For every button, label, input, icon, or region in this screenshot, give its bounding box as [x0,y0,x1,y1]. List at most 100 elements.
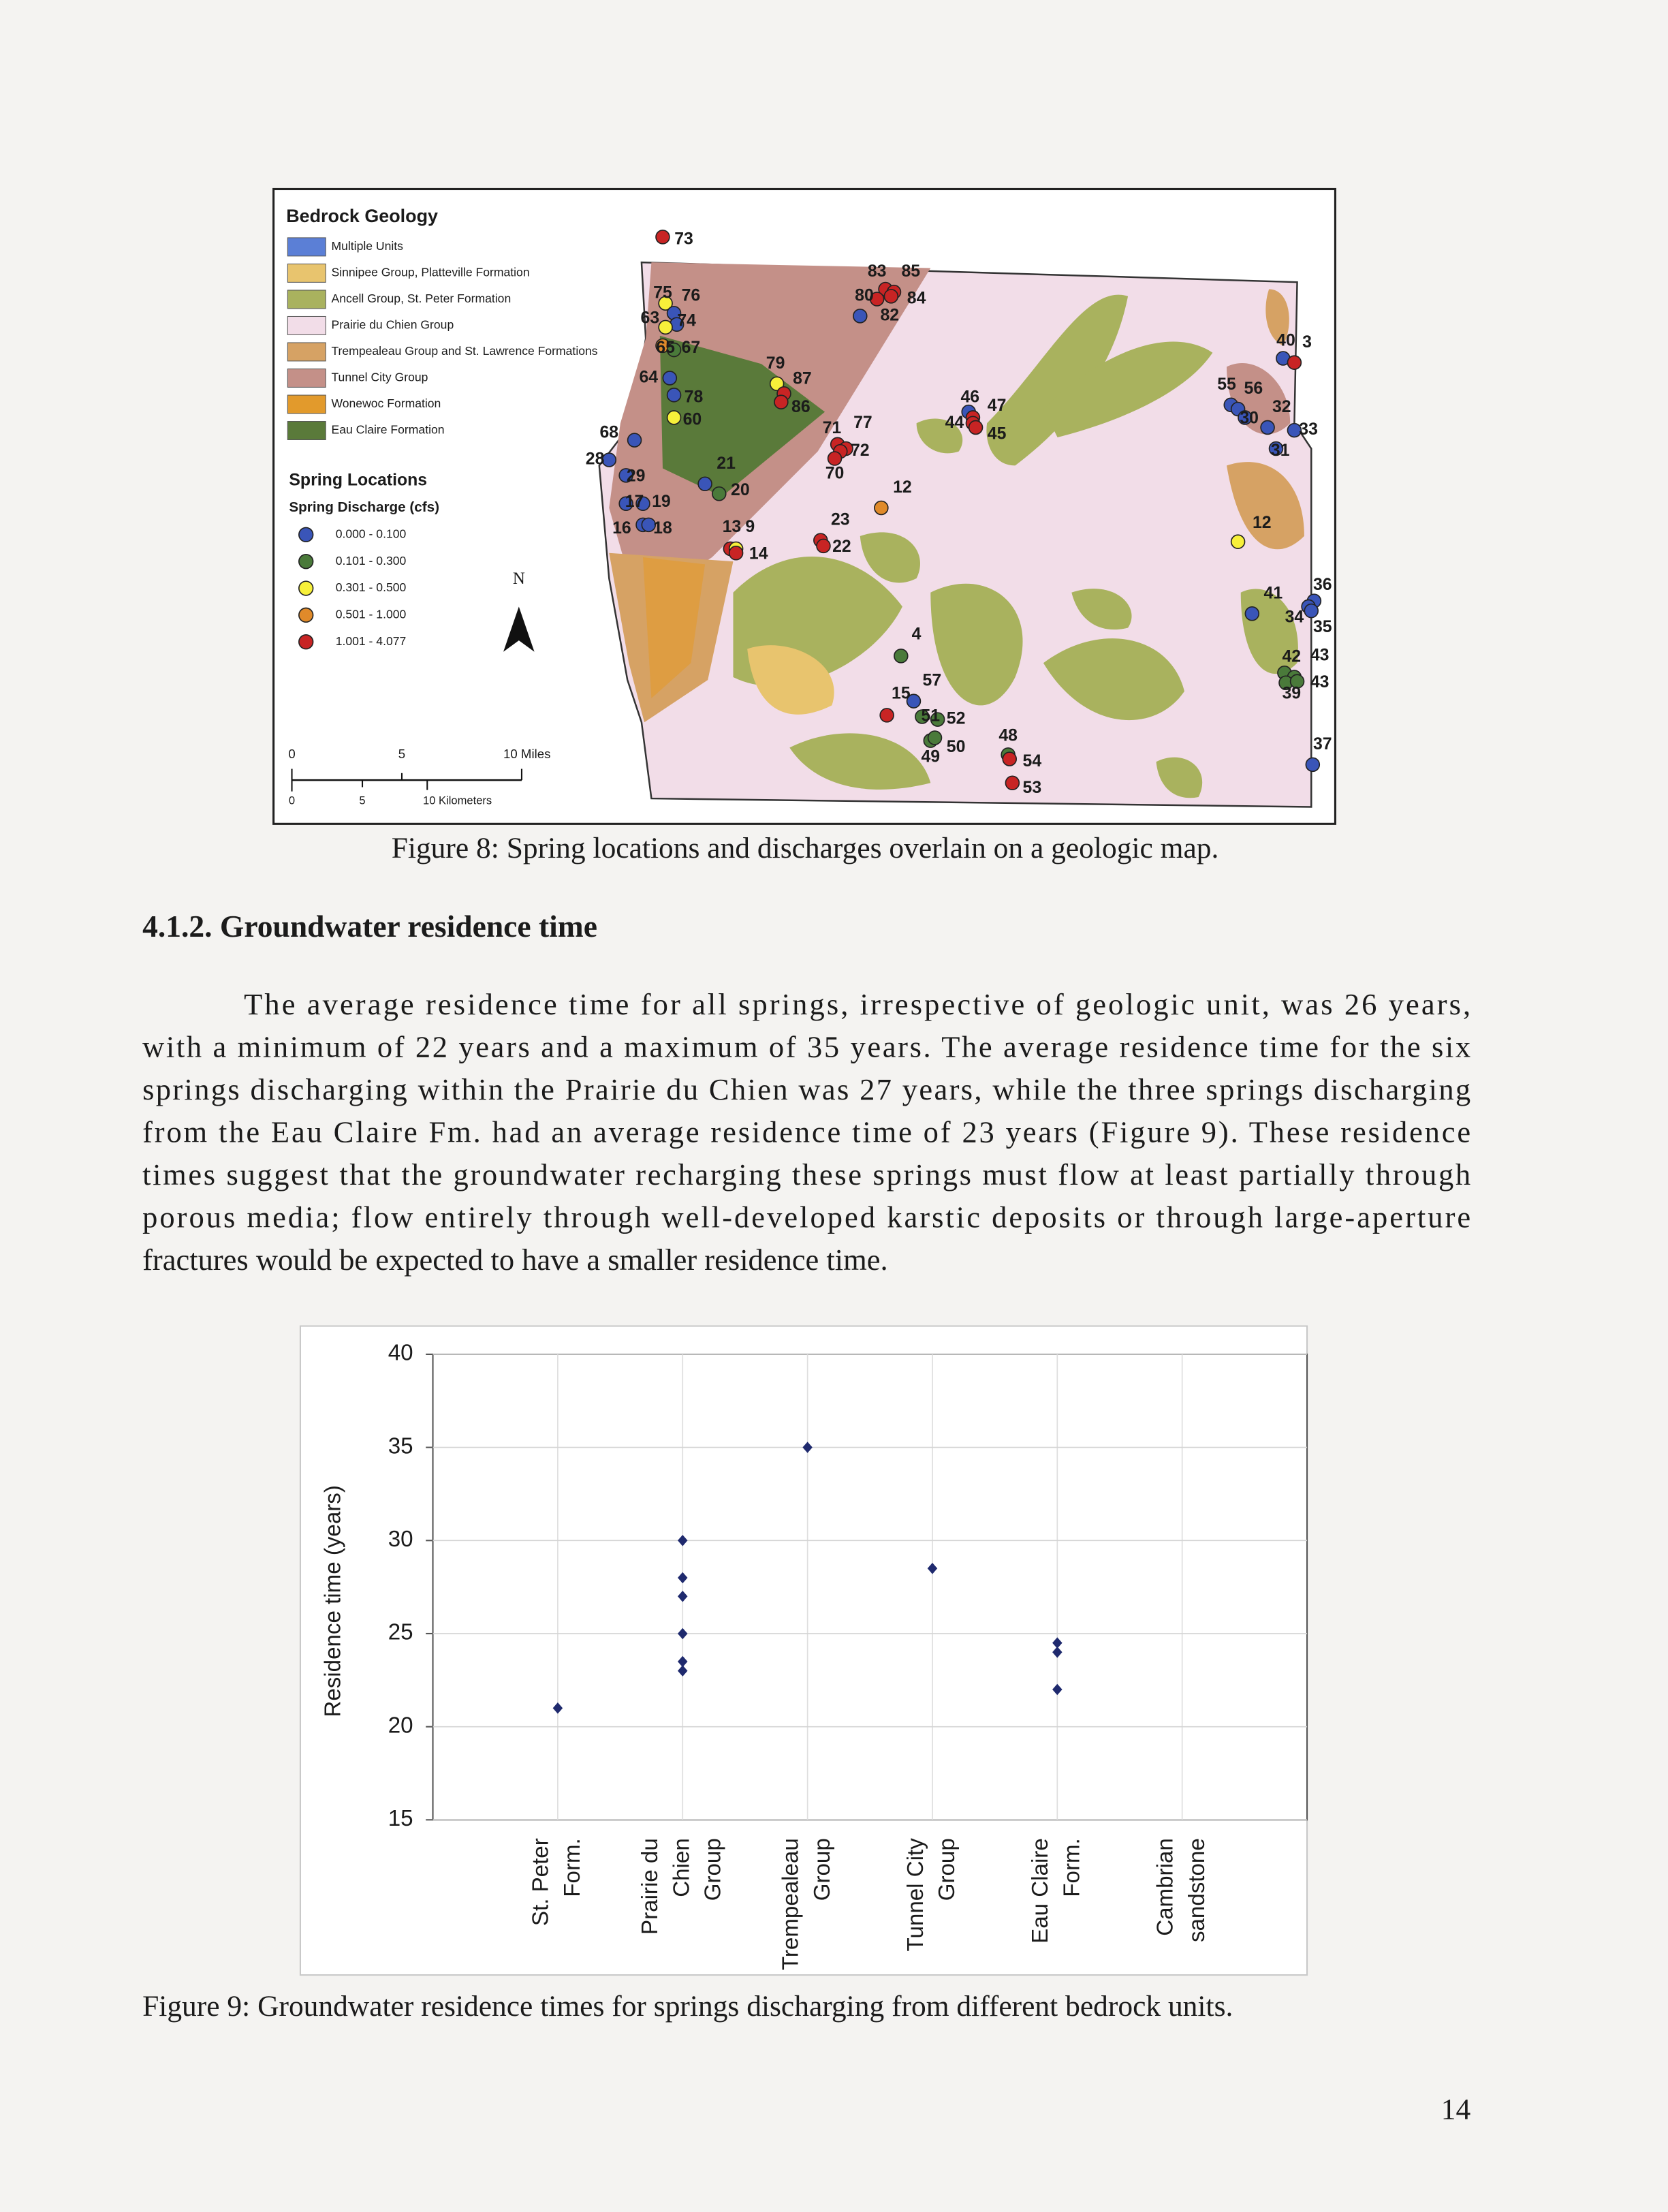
data-point [1052,1683,1063,1696]
data-point [678,1591,688,1602]
eau-claire-area [659,335,825,497]
label-line: Group [810,1838,835,1901]
legend-swatch [287,237,326,257]
data-point [802,1442,813,1453]
spring-label: 68 [599,423,618,441]
x-tick-label: Trempealeau Group [778,1838,834,1970]
y-tick-label: 15 [388,1806,413,1831]
spring-label: 49 [921,748,940,766]
spring-label: 40 [1276,332,1295,350]
legend-label: Tunnel City Group [331,371,428,384]
spring-marker [906,694,922,708]
spring-marker [927,730,943,745]
legend-swatch [287,315,326,335]
spring-marker [1002,751,1017,766]
ancell-area [860,532,920,583]
spring-marker [816,538,831,554]
legend-label: 0.301 - 0.500 [336,580,407,594]
legend-label: 0.101 - 0.300 [336,554,407,567]
spring-layer: 73 83 85 84 80 82 75 76 74 63 65 67 64 78 60 79 87 86 68 28… [586,230,1332,797]
spring-label: 21 [717,454,736,473]
spring-marker [662,371,678,386]
spring-marker [827,451,843,466]
spring-marker [1238,410,1253,425]
spring-label: 73 [674,230,693,249]
spring-label: 54 [1023,752,1042,770]
spring-marker [618,468,633,483]
legend-swatch [287,263,326,283]
spring-marker [874,500,889,516]
spring-label: 52 [947,710,966,728]
legend-label: 1.001 - 4.077 [336,634,407,648]
spring-label: 82 [880,306,899,324]
spring-label: 18 [653,519,672,538]
legend-subtitle: Spring Discharge (cfs) [289,499,439,515]
legend-marker [298,553,314,570]
spring-label: 39 [1282,684,1301,702]
spring-label: 80 [855,286,874,305]
section-heading: 4.1.2. Groundwater residence time [142,909,597,944]
spring-label: 12 [893,478,912,497]
spring-marker [894,649,909,664]
ancell-area [789,733,931,790]
legend-label: 0.000 - 0.100 [336,527,407,540]
legend-label: Eau Claire Formation [331,423,444,437]
spring-label: 85 [902,262,921,281]
legend-swatch [287,342,326,362]
spring-label: 48 [998,727,1018,745]
spring-label: 56 [1244,379,1263,398]
scale-label: 5 [398,747,405,761]
data-point [678,1665,688,1677]
label-line: Trempealeau [778,1838,803,1970]
spring-marker [666,388,682,403]
paragraph-line: springs discharging within the Prairie d… [142,1072,1470,1106]
paragraph-line: fractures would be expected to have a sm… [142,1243,888,1277]
north-label: N [513,570,525,588]
north-arrow [503,606,535,652]
scale-label: 0 [289,794,295,807]
spring-label: 16 [612,519,631,538]
legend-swatch [287,368,326,388]
spring-label: 19 [652,493,671,511]
legend-title: Bedrock Geology [286,206,438,226]
label-line: St. Peter [528,1838,553,1926]
spring-marker [930,712,945,727]
spring-marker [655,230,670,245]
y-tick-label: 30 [388,1527,413,1552]
spring-label: 32 [1272,398,1291,416]
spring-marker [915,709,930,724]
spring-marker [666,342,682,358]
spring-label: 12 [1253,514,1272,532]
spring-label: 84 [907,290,926,308]
label-line: sandstone [1184,1838,1210,1942]
spring-label: 57 [923,672,942,690]
spring-marker [1260,420,1275,435]
spring-label: 65 [656,339,675,357]
spring-label: 50 [947,738,966,756]
label-line: Group [700,1838,725,1901]
legend-swatch [287,421,326,440]
spring-label: 86 [791,398,811,416]
spring-label: 33 [1299,420,1318,439]
data-point [678,1655,688,1668]
ancell-area [1043,638,1184,721]
spring-marker [1304,603,1319,619]
plot-area [432,1353,1308,1821]
spring-label: 45 [988,424,1007,443]
spring-label: 3 [1302,333,1312,352]
spring-label: 17 [625,493,644,511]
spring-label: 64 [639,369,658,387]
spring-marker [1268,441,1284,456]
spring-marker [1305,757,1321,773]
trempealeau-area [1265,289,1289,346]
x-tick-label: Tunnel City Group [903,1838,960,1952]
ancell-area [916,418,963,454]
spring-label: 14 [749,544,768,563]
spring-label: 13 [723,518,742,536]
spring-label: 30 [1240,409,1259,428]
spring-label: 60 [683,411,702,429]
spring-label: 36 [1313,576,1332,594]
spring-label: 72 [851,441,870,460]
spring-label: 22 [832,538,851,556]
